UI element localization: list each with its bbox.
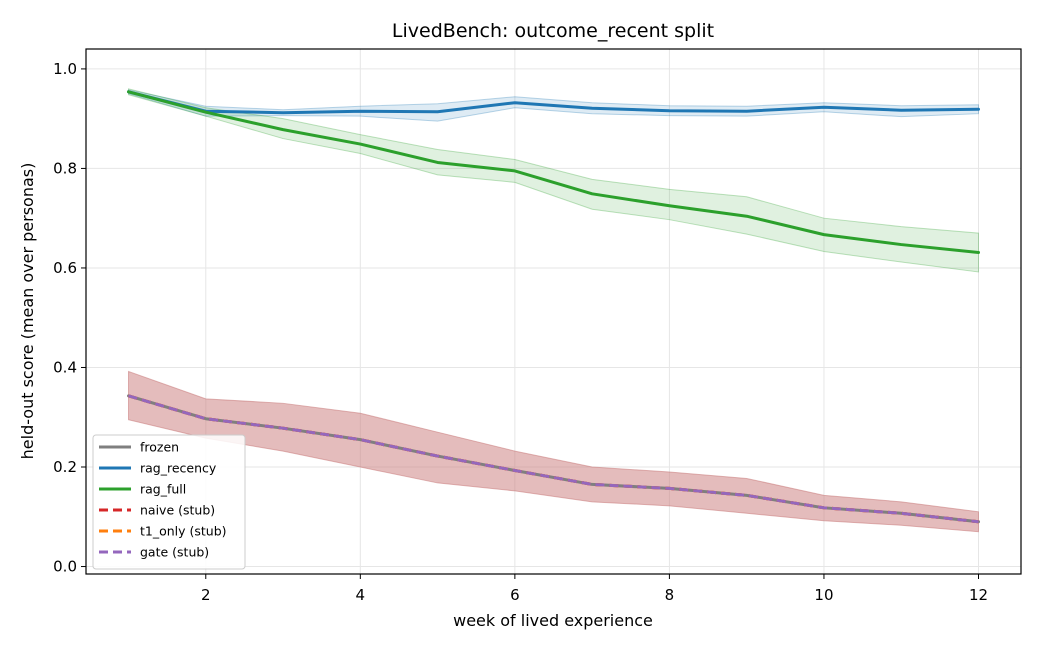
legend-label: rag_recency [140,461,217,476]
legend-label: t1_only (stub) [140,524,227,539]
band-rag-full [128,88,979,273]
legend-label: rag_full [140,482,186,497]
plot-frame [85,48,1022,575]
x-tick-label: 4 [356,586,366,604]
x-tick-label: 8 [665,586,675,604]
series-lines [127,90,980,524]
series-line-rag-full [127,90,980,255]
x-tick-label: 12 [969,586,988,604]
y-tick-label: 0.6 [53,259,77,277]
x-tick-label: 6 [510,586,520,604]
x-axis-ticks: 2 4 6 8 10 12 [201,574,988,604]
chart-title: LivedBench: outcome_recent split [392,20,714,42]
y-axis-ticks: 0.0 0.2 0.4 0.6 0.8 1.0 [53,60,86,576]
legend-label: gate (stub) [140,545,209,560]
y-axis-label: held-out score (mean over personas) [18,163,37,460]
legend-label: frozen [140,440,179,455]
x-tick-label: 2 [201,586,211,604]
band-frozen [128,370,979,533]
series-line-gate [128,394,979,524]
y-tick-label: 1.0 [53,60,77,78]
y-tick-label: 0.4 [53,358,77,376]
x-axis-label: week of lived experience [453,611,653,630]
legend-label: naive (stub) [140,503,215,518]
x-tick-label: 10 [814,586,833,604]
y-tick-label: 0.2 [53,458,77,476]
series-line-rag-recency [127,90,980,115]
y-tick-label: 0.0 [53,558,77,576]
y-tick-label: 0.8 [53,159,77,177]
